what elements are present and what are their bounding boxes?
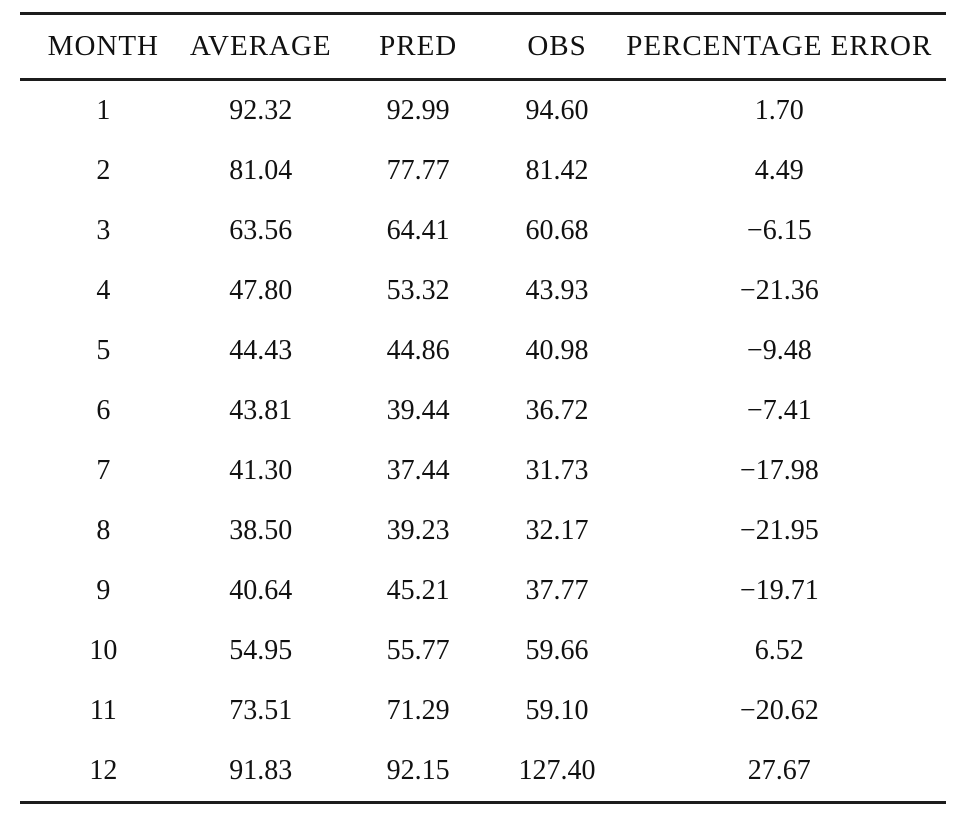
cell-month: 3 [96,215,111,246]
cell-month: 12 [89,755,118,786]
column-header-percentage-error: PERCENTAGE ERROR [612,13,946,81]
table-row: 2 81.04 77.77 81.42 4.49 [20,141,946,201]
cell-pred: 39.23 [386,515,450,546]
monthly-prediction-table: MONTH AVERAGE PRED OBS PERCENTAGE ERROR 1 92.… [20,12,946,804]
cell-obs: 36.72 [525,395,589,426]
cell-average: 38.50 [229,515,293,546]
cell-obs: 60.68 [525,215,589,246]
cell-average: 63.56 [229,215,293,246]
table-row: 5 44.43 44.86 40.98 −9.48 [20,321,946,381]
cell-average: 44.43 [229,335,293,366]
cell-percentage-error: 6.52 [754,635,804,666]
cell-pred: 53.32 [386,275,450,306]
cell-month: 7 [96,455,111,486]
table-row: 11 73.51 71.29 59.10 −20.62 [20,681,946,741]
table-row: 9 40.64 45.21 37.77 −19.71 [20,561,946,621]
table-header: MONTH AVERAGE PRED OBS PERCENTAGE ERROR [20,13,946,81]
cell-percentage-error: −6.15 [746,215,812,246]
column-header-average: AVERAGE [186,13,335,81]
cell-pred: 37.44 [386,455,450,486]
cell-pred: 45.21 [386,575,450,606]
cell-month: 2 [96,155,111,186]
cell-average: 73.51 [229,695,293,726]
cell-average: 92.32 [229,95,293,126]
cell-percentage-error: 4.49 [754,155,804,186]
cell-month: 1 [96,95,111,126]
cell-obs: 127.40 [518,755,596,786]
cell-obs: 43.93 [525,275,589,306]
table-row: 4 47.80 53.32 43.93 −21.36 [20,261,946,321]
cell-obs: 31.73 [525,455,589,486]
table-row: 8 38.50 39.23 32.17 −21.95 [20,501,946,561]
cell-pred: 77.77 [386,155,450,186]
column-header-obs: OBS [501,13,613,81]
cell-average: 43.81 [229,395,293,426]
cell-pred: 55.77 [386,635,450,666]
cell-month: 8 [96,515,111,546]
cell-average: 54.95 [229,635,293,666]
cell-month: 11 [89,695,117,726]
column-header-pred: PRED [334,13,502,81]
cell-pred: 44.86 [386,335,450,366]
cell-pred: 64.41 [386,215,450,246]
table-row: 3 63.56 64.41 60.68 −6.15 [20,201,946,261]
cell-obs: 81.42 [525,155,589,186]
table-row: 7 41.30 37.44 31.73 −17.98 [20,441,946,501]
cell-percentage-error: −17.98 [739,455,819,486]
cell-obs: 59.10 [525,695,589,726]
cell-percentage-error: 27.67 [747,755,811,786]
table-row: 6 43.81 39.44 36.72 −7.41 [20,381,946,441]
cell-month: 5 [96,335,111,366]
cell-month: 6 [96,395,111,426]
cell-percentage-error: −7.41 [746,395,812,426]
column-header-month: MONTH [20,13,187,81]
cell-percentage-error: −19.71 [739,575,819,606]
cell-obs: 94.60 [525,95,589,126]
cell-average: 81.04 [229,155,293,186]
cell-month: 10 [89,635,118,666]
cell-pred: 71.29 [386,695,450,726]
cell-month: 4 [96,275,111,306]
cell-obs: 37.77 [525,575,589,606]
cell-percentage-error: 1.70 [754,95,804,126]
cell-obs: 59.66 [525,635,589,666]
cell-pred: 39.44 [386,395,450,426]
cell-average: 47.80 [229,275,293,306]
table-header-row: MONTH AVERAGE PRED OBS PERCENTAGE ERROR [20,13,946,81]
cell-pred: 92.99 [386,95,450,126]
cell-percentage-error: −21.95 [739,515,819,546]
cell-average: 40.64 [229,575,293,606]
table-row: 12 91.83 92.15 127.40 27.67 [20,741,946,803]
table-row: 10 54.95 55.77 59.66 6.52 [20,621,946,681]
table-body: 1 92.32 92.99 94.60 1.70 2 81.04 77.77 81.42 4.49… [20,80,946,803]
cell-average: 91.83 [229,755,293,786]
cell-month: 9 [96,575,111,606]
table-row: 1 92.32 92.99 94.60 1.70 [20,80,946,142]
cell-percentage-error: −20.62 [739,695,819,726]
cell-percentage-error: −21.36 [739,275,819,306]
cell-pred: 92.15 [386,755,450,786]
cell-average: 41.30 [229,455,293,486]
cell-obs: 40.98 [525,335,589,366]
cell-obs: 32.17 [525,515,589,546]
cell-percentage-error: −9.48 [746,335,812,366]
